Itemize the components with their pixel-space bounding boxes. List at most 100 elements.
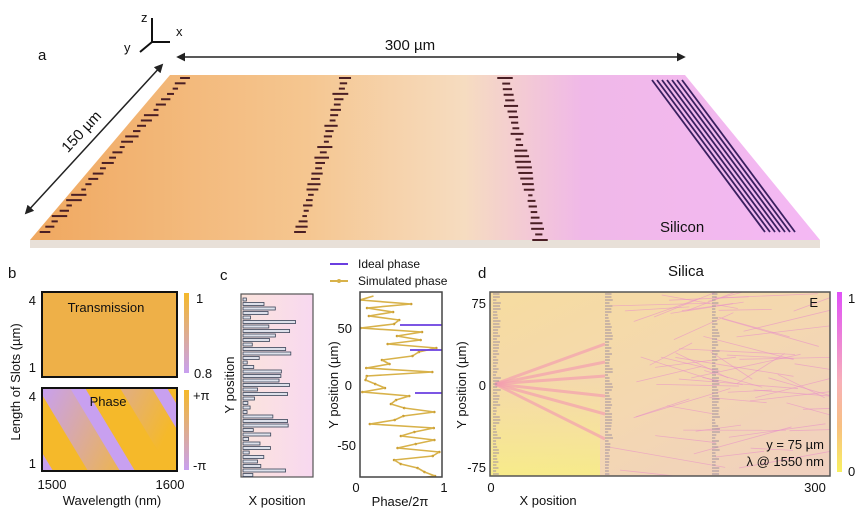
scatter-ray xyxy=(656,383,739,387)
slot-bar xyxy=(242,468,286,473)
simulated-phase-segment xyxy=(366,371,433,377)
silica-label: Silica xyxy=(668,263,705,280)
transmission-title: Transmission xyxy=(68,300,145,315)
y-tick: 0 xyxy=(479,378,486,393)
cbar-max: 1 xyxy=(848,291,855,306)
scatter-ray xyxy=(693,426,792,455)
scatter-ray xyxy=(709,397,767,404)
slot-bar xyxy=(242,374,282,378)
simulated-phase-segment xyxy=(403,411,435,417)
simulated-phase-segment xyxy=(393,459,402,465)
simulated-phase-segment xyxy=(404,407,435,413)
axis-y-label: y xyxy=(124,40,131,55)
slot-bar xyxy=(242,306,276,311)
slot-bar xyxy=(242,356,260,360)
slot-bar xyxy=(242,446,271,450)
cbar-min: 0 xyxy=(848,464,855,479)
scatter-ray xyxy=(633,297,701,322)
panel-a: a z x y 300 µm 150 µm Silicon Silica xyxy=(24,10,820,280)
slot-bar xyxy=(242,342,253,347)
slot-bar xyxy=(242,311,269,315)
scatter-ray xyxy=(750,447,794,451)
simulated-phase-segment xyxy=(368,315,400,321)
simulated-phase-segment xyxy=(369,423,434,429)
slot-bar xyxy=(242,369,282,374)
scatter-ray xyxy=(794,363,830,370)
simulated-phase-segment xyxy=(417,467,425,473)
simulated-phase-segment xyxy=(397,443,416,449)
scatter-ray xyxy=(736,325,830,338)
slot-bar xyxy=(242,401,249,405)
grating-line xyxy=(681,79,796,233)
simulated-phase-segment xyxy=(387,343,437,349)
phase-ylabel: Y position (µm) xyxy=(326,341,341,428)
y-tick: -50 xyxy=(337,438,356,453)
simulated-phase-segment xyxy=(360,295,374,301)
beam xyxy=(494,360,606,386)
x-tick: 1500 xyxy=(38,477,67,492)
scatter-ray xyxy=(681,302,734,312)
phase-wrap-edge xyxy=(70,388,135,471)
scatter-ray xyxy=(635,398,690,418)
slot-bar xyxy=(242,378,280,383)
scatter-ray xyxy=(739,356,830,360)
scatter-ray xyxy=(715,450,765,458)
panel-b-letter: b xyxy=(8,265,16,282)
simulated-phase-segment xyxy=(366,367,433,373)
annotation-wavelength: λ @ 1550 nm xyxy=(746,454,824,469)
slot-bar xyxy=(242,396,255,401)
scatter-ray xyxy=(789,429,830,432)
slot-bar xyxy=(242,437,250,441)
y-tick: 75 xyxy=(472,296,486,311)
slot-bar xyxy=(242,432,272,437)
x-tick: 300 xyxy=(804,480,826,495)
simulated-phase-segment xyxy=(365,379,376,385)
slot-bar xyxy=(242,455,265,459)
scatter-ray xyxy=(640,356,715,381)
silica-substrate xyxy=(30,240,820,248)
panel-d: d E y = 75 µm λ @ 1550 nm 1 0 75 0 -75 Y… xyxy=(454,265,855,508)
slot-bar xyxy=(242,387,258,392)
slot-bar xyxy=(242,441,261,446)
beam xyxy=(494,382,606,416)
width-arrow xyxy=(24,63,164,215)
scatter-ray xyxy=(718,308,772,311)
simulated-phase-segment xyxy=(396,331,423,337)
beam xyxy=(494,382,606,398)
simulated-phase-segment xyxy=(397,447,440,453)
y-tick: 0 xyxy=(345,378,352,393)
scatter-ray xyxy=(727,389,773,393)
simulated-phase-segment xyxy=(394,415,404,421)
scatter-ray xyxy=(786,402,830,416)
simulated-phase-segment xyxy=(366,363,390,369)
scatter-ray xyxy=(703,335,794,360)
d-ylabel: Y position (µm) xyxy=(454,341,469,428)
scatter-ray xyxy=(675,357,794,377)
slot-bars xyxy=(242,297,296,477)
simulated-phase-segment xyxy=(374,383,386,389)
transmission-cbar-min: 0.8 xyxy=(194,366,212,381)
grating-line xyxy=(656,79,771,233)
scatter-ray xyxy=(743,309,830,332)
y-tick: 4 xyxy=(29,389,36,404)
simulated-phase-segment xyxy=(390,403,405,409)
simulated-phase-segment xyxy=(381,355,413,361)
slot-bar xyxy=(242,315,251,320)
length-label: 300 µm xyxy=(385,37,435,54)
scatter-ray xyxy=(768,377,830,396)
simulated-phase-segment xyxy=(369,419,395,425)
scatter-ray xyxy=(704,370,763,388)
y-tick: 50 xyxy=(338,321,352,336)
y-tick: 1 xyxy=(29,456,36,471)
phase-wrap-band xyxy=(167,388,177,405)
phase-wrap-edge xyxy=(42,452,53,471)
phase-plot xyxy=(359,291,443,478)
grating-line xyxy=(671,79,786,233)
slot-bar xyxy=(242,473,254,477)
simulated-phase-segment xyxy=(360,299,412,305)
slot-bar xyxy=(242,383,290,387)
legend-ideal: Ideal phase xyxy=(358,257,420,271)
panel-c: c Y position X position Ideal phase Simu… xyxy=(220,257,448,509)
simulated-phase-segment xyxy=(400,463,418,469)
